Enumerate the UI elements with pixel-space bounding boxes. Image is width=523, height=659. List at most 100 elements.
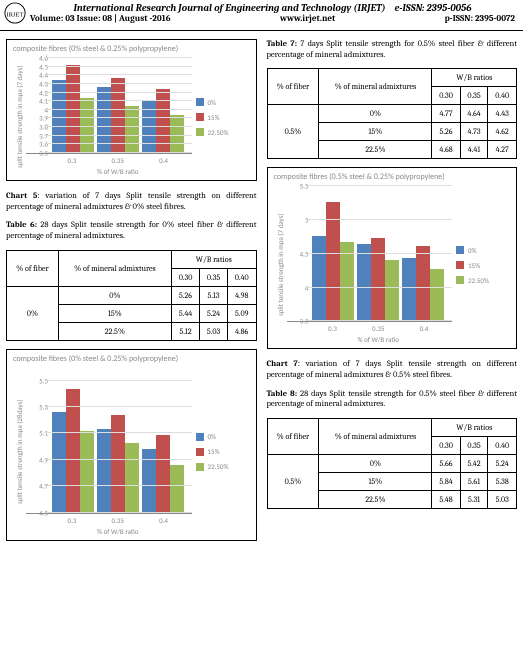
bar	[97, 87, 111, 153]
bar	[111, 78, 125, 153]
left-column: composite fibres (0% steel & 0.25% polyp…	[6, 35, 257, 547]
bar-group	[97, 368, 139, 513]
th-wb-3: 0.40	[488, 436, 517, 454]
th-fiber: % of fiber	[267, 418, 319, 454]
cell-value: 4.64	[460, 105, 488, 123]
y-tick: 4.9	[39, 455, 48, 464]
y-tick: 4.4	[39, 71, 48, 80]
bar	[385, 260, 399, 321]
x-axis-label: % of W/B ratio	[44, 527, 192, 536]
bar	[156, 89, 170, 153]
y-ticks: 3.544.555.5	[293, 186, 311, 321]
bar-group	[52, 368, 94, 513]
legend-item: 15%	[196, 447, 250, 456]
cell-value: 5.26	[171, 286, 199, 304]
th-wb-2: 0.35	[460, 87, 488, 105]
bar	[80, 431, 94, 513]
bar	[340, 242, 354, 322]
bar	[52, 80, 66, 153]
legend-label: 15%	[468, 261, 480, 270]
th-mineral: % of mineral admixtures	[58, 250, 171, 286]
y-tick: 5.1	[39, 429, 48, 438]
cell-value: 5.44	[171, 304, 199, 322]
site-url: www.irjet.net	[280, 14, 335, 24]
x-tick: 0.35	[112, 516, 124, 525]
y-tick: 4	[305, 283, 309, 292]
cell-value: 5.61	[460, 472, 488, 490]
bar	[357, 244, 371, 321]
x-tick: 0.4	[159, 516, 168, 525]
cell-value: 4.98	[227, 286, 256, 304]
bar	[111, 415, 125, 513]
x-axis-label: % of W/B ratio	[305, 335, 453, 344]
cell-value: 5.24	[488, 454, 517, 472]
legend-swatch	[196, 113, 204, 121]
table-8: % of fiber% of mineral admixturesW/B rat…	[267, 418, 518, 509]
legend-swatch	[196, 448, 204, 456]
table-row: 0.5%0%5.665.425.24	[267, 454, 517, 472]
th-wb-1: 0.30	[171, 268, 199, 286]
legend-item: 22.50%	[196, 462, 250, 471]
bar	[142, 100, 156, 153]
right-column: Table 7: 7 days Split tensile strength f…	[267, 35, 518, 547]
cell-mineral: 22.5%	[319, 141, 432, 159]
cell-mineral: 22.5%	[58, 322, 171, 340]
bar	[125, 106, 139, 154]
cell-value: 5.03	[488, 490, 517, 508]
cell-value: 4.41	[460, 141, 488, 159]
table-6: % of fiber% of mineral admixturesW/B rat…	[6, 250, 257, 341]
bar	[66, 65, 80, 153]
cell-value: 4.27	[488, 141, 517, 159]
x-ticks: 0.30.350.4	[44, 514, 192, 525]
bar	[97, 429, 111, 512]
cell-mineral: 0%	[58, 286, 171, 304]
caption-text: : variation of 7 days Split tensile stre…	[267, 359, 518, 380]
y-tick: 4.2	[39, 88, 48, 97]
legend-item: 15%	[196, 113, 250, 122]
bar-group	[402, 186, 444, 321]
legend-swatch	[456, 276, 464, 284]
th-wb: W/B ratios	[432, 418, 517, 436]
th-fiber: % of fiber	[267, 69, 319, 105]
bar	[430, 269, 444, 321]
cell-value: 5.42	[460, 454, 488, 472]
bar	[66, 389, 80, 513]
caption-chart-5: Chart 5: variation of 7 days Split tensi…	[6, 191, 257, 212]
legend-item: 22.50%	[196, 128, 250, 137]
caption-table-7: Table 7: 7 days Split tensile strength f…	[267, 39, 518, 60]
bars-container	[50, 58, 186, 153]
legend-label: 22.50%	[208, 128, 229, 137]
legend-label: 0%	[208, 98, 217, 107]
cell-fiber: 0%	[7, 286, 59, 340]
bar	[371, 238, 385, 321]
bar-group	[312, 186, 354, 321]
y-tick: 4.6	[39, 54, 48, 63]
cell-value: 5.13	[200, 286, 228, 304]
legend-item: 22.50%	[456, 276, 510, 285]
cell-value: 5.12	[171, 322, 199, 340]
th-wb-3: 0.40	[488, 87, 517, 105]
legend-label: 15%	[208, 113, 220, 122]
y-axis-label: split tensile strength in mpa (7 days)	[274, 186, 287, 344]
y-tick: 5.5	[300, 182, 309, 191]
bar	[142, 449, 156, 512]
bar-group	[142, 58, 184, 153]
bar-group	[142, 368, 184, 513]
th-wb-1: 0.30	[432, 87, 460, 105]
x-tick: 0.35	[372, 324, 384, 333]
journal-logo: IRJET	[4, 2, 26, 24]
caption-text: 7 days Split tensile strength for 0.5% s…	[267, 39, 518, 60]
x-axis-label: % of W/B ratio	[44, 167, 192, 176]
chart-title: composite fibres (0% steel & 0.25% polyp…	[13, 354, 250, 364]
caption-text: : variation of 7 days Split tensile stre…	[6, 191, 257, 212]
legend: 0%15%22.50%	[192, 368, 250, 536]
y-tick: 4.3	[39, 79, 48, 88]
legend-swatch	[196, 463, 204, 471]
y-ticks: 3.53.63.73.83.944.14.24.34.44.54.6	[32, 58, 50, 153]
chart-title: composite fibres (0.5% steel & 0.25% pol…	[274, 172, 511, 182]
eissn: e-ISSN: 2395-0056	[394, 2, 471, 14]
y-tick: 4.7	[39, 482, 48, 491]
th-wb: W/B ratios	[432, 69, 517, 87]
volume-issue: Volume: 03 Issue: 08 | August -2016	[30, 14, 171, 24]
th-mineral: % of mineral admixtures	[319, 418, 432, 454]
